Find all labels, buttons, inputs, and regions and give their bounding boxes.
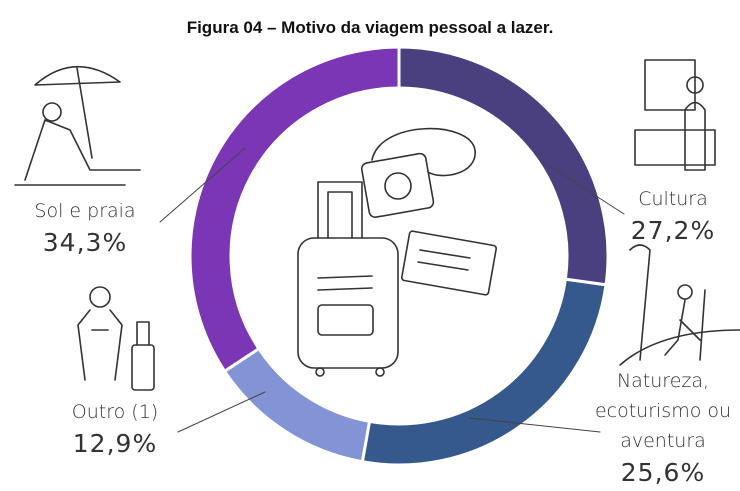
donut-segment — [190, 47, 399, 371]
value-label: 12,9% — [40, 427, 190, 461]
category-label: Cultura — [610, 184, 736, 214]
value-label: 25,6% — [590, 456, 736, 490]
chart: Figura 04 – Motivo da viagem pessoal a l… — [0, 0, 740, 491]
slice-label: Outro (1)12,9% — [40, 397, 190, 461]
value-label: 34,3% — [5, 226, 165, 260]
center-illustration — [298, 129, 497, 376]
donut-segment — [225, 349, 370, 462]
category-label: Sol e praia — [5, 196, 165, 226]
donut-segment — [362, 279, 606, 465]
value-label: 27,2% — [610, 214, 736, 248]
category-label: Outro (1) — [40, 397, 190, 427]
donut-segment — [399, 47, 608, 285]
category-label: Natureza, ecoturismo ou aventura — [590, 366, 736, 456]
